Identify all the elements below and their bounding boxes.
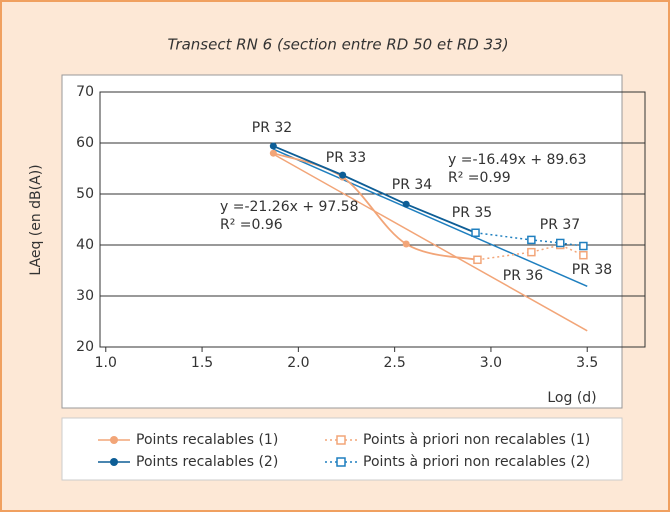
y-tick-label: 60 xyxy=(76,135,94,151)
y-tick-label: 70 xyxy=(76,84,94,100)
trendline xyxy=(272,153,588,332)
point xyxy=(269,149,277,157)
x-tick-label: 3.5 xyxy=(576,355,598,371)
plot-panel xyxy=(61,74,623,409)
series-line xyxy=(273,152,478,261)
y-tick-label: 40 xyxy=(76,237,94,253)
point-label: PR 36 xyxy=(503,268,544,284)
point xyxy=(527,247,536,257)
point xyxy=(402,240,410,248)
legend-label: Points à priori non recalables (2) xyxy=(363,454,590,470)
trend-equation: y =-16.49x + 89.63 xyxy=(448,152,587,168)
series-line xyxy=(272,145,476,234)
point xyxy=(269,142,277,150)
point xyxy=(579,241,588,251)
series-line xyxy=(477,244,584,261)
x-tick-label: 3.0 xyxy=(480,355,502,371)
point xyxy=(473,255,482,265)
chart-title: Transect RN 6 (section entre RD 50 et RD… xyxy=(167,36,508,54)
trend-r2: R² =0.96 xyxy=(220,217,283,233)
y-axis-label: LAeq (en dB(A)) xyxy=(28,164,44,275)
trendline xyxy=(273,148,588,287)
point-label: PR 34 xyxy=(392,177,433,193)
legend-box xyxy=(61,417,623,481)
trend-r2: R² =0.99 xyxy=(448,170,511,186)
point-label: PR 35 xyxy=(452,205,492,221)
trend-equation: y =-21.26x + 97.58 xyxy=(220,199,359,215)
legend-marker xyxy=(336,435,346,445)
series-line xyxy=(475,232,584,247)
x-tick-label: 1.0 xyxy=(95,355,117,371)
plot-frame xyxy=(99,91,646,348)
y-tick-label: 50 xyxy=(76,186,94,202)
point-label: PR 32 xyxy=(252,120,292,136)
point-label: PR 33 xyxy=(326,150,366,166)
x-tick-label: 2.5 xyxy=(384,355,406,371)
legend-label: Points à priori non recalables (1) xyxy=(363,432,590,448)
legend-marker xyxy=(336,457,346,467)
legend-marker xyxy=(110,458,118,466)
x-tick-label: 1.5 xyxy=(191,355,213,371)
point xyxy=(579,250,588,260)
point xyxy=(471,228,480,238)
point xyxy=(556,238,565,248)
legend-label: Points recalables (1) xyxy=(136,432,278,448)
x-axis-label: Log (d) xyxy=(547,390,596,406)
legend-label: Points recalables (2) xyxy=(136,454,278,470)
point xyxy=(527,235,536,245)
legend-marker xyxy=(110,436,118,444)
point-label: PR 38 xyxy=(572,262,612,278)
point xyxy=(402,200,410,208)
y-tick-label: 20 xyxy=(76,339,94,355)
x-tick-label: 2.0 xyxy=(287,355,309,371)
point-label: PR 37 xyxy=(540,217,580,233)
y-tick-label: 30 xyxy=(76,288,94,304)
point xyxy=(339,171,347,179)
